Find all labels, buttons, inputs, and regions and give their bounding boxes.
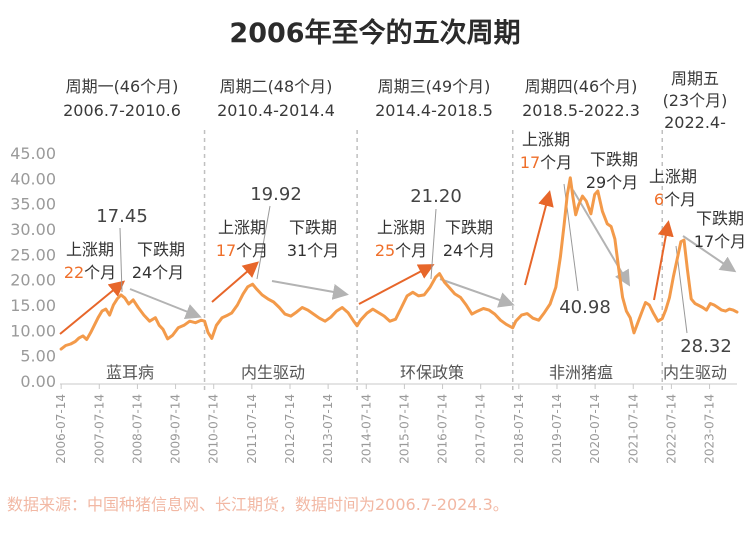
x-tick-label: 2020-07-14 <box>588 394 602 464</box>
cycle5-down-arrow <box>682 235 737 273</box>
cycle2-up-duration: 17个月 <box>216 241 268 260</box>
cycle4-up-label: 上涨期 <box>522 130 570 149</box>
x-tick-label: 2018-07-14 <box>512 394 526 464</box>
cycle4-down-label: 下跌期 <box>590 150 638 169</box>
cycle1-driver: 蓝耳病 <box>106 363 154 382</box>
chart-title: 2006年至今的五次周期 <box>229 17 520 49</box>
cycle1-down-arrow <box>129 288 202 320</box>
y-tick-label: 30.00 <box>10 220 56 239</box>
x-tick-label: 2021-07-14 <box>626 394 640 464</box>
cycle1-peak-label: 17.45 <box>96 206 148 227</box>
x-tick-label: 2006-07-14 <box>54 394 68 464</box>
cycle1-header: 周期一(46个月) <box>66 77 179 96</box>
cycle5-up-label: 上涨期 <box>649 167 697 186</box>
cycle2-driver: 内生驱动 <box>241 363 305 382</box>
cycle3-up-arrow <box>358 264 435 305</box>
cycle1-down-label: 下跌期 <box>137 240 185 259</box>
y-tick-label: 15.00 <box>10 296 56 315</box>
cycle2-up-label: 上涨期 <box>218 218 266 237</box>
cycle2-down-duration: 31个月 <box>287 241 339 260</box>
cycle2-down-arrow <box>271 280 349 300</box>
cycle1-peak-leader <box>119 227 123 293</box>
y-tick-label: 45.00 <box>10 144 56 163</box>
cycle4-driver: 非洲猪瘟 <box>549 363 613 382</box>
x-tick-label: 2012-07-14 <box>283 394 297 464</box>
x-tick-label: 2010-07-14 <box>207 394 221 464</box>
y-tick-label: 20.00 <box>10 271 56 290</box>
x-tick-label: 2019-07-14 <box>550 394 564 464</box>
price-series-line <box>59 176 739 351</box>
cycle2-peak-leader <box>256 205 271 280</box>
y-tick-label: 0.00 <box>20 372 56 391</box>
cycle5-months: (23个月) <box>663 91 728 110</box>
y-tick-label: 10.00 <box>10 321 56 340</box>
cycle5-down-label: 下跌期 <box>696 209 744 228</box>
cycle4-up-arrow <box>524 190 554 286</box>
x-axis: 2006-07-14 2007-07-14 2008-07-14 2009-07-14… <box>54 383 737 464</box>
cycle2-range: 2010.4-2014.4 <box>217 101 335 120</box>
cycle5-up-duration: 6个月 <box>654 190 696 209</box>
cycle5-range: 2022.4- <box>664 113 726 132</box>
cycle1-down-duration: 24个月 <box>132 263 184 282</box>
cycle4-down-duration: 29个月 <box>586 173 638 192</box>
cycle5-up-arrow <box>653 220 674 301</box>
cycle1-range: 2006.7-2010.6 <box>63 101 181 120</box>
cycle3-down-duration: 24个月 <box>443 241 495 260</box>
cycle2-peak-label: 19.92 <box>250 184 302 205</box>
x-tick-label: 2023-07-14 <box>703 394 717 464</box>
cycle3-driver: 环保政策 <box>400 363 464 382</box>
cycle3-peak-leader <box>430 208 437 280</box>
cycle-dividers <box>203 130 663 392</box>
cycle2-down-label: 下跌期 <box>289 218 337 237</box>
x-tick-label: 2014-07-14 <box>359 394 373 464</box>
cycle1-up-duration: 22个月 <box>64 263 116 282</box>
cycle4-peak-label: 40.98 <box>559 297 611 318</box>
cycle3-up-duration: 25个月 <box>375 241 427 260</box>
x-tick-label: 2022-07-14 <box>664 394 678 464</box>
cycle2-header: 周期二(48个月) <box>220 77 333 96</box>
y-tick-label: 25.00 <box>10 245 56 264</box>
x-tick-label: 2011-07-14 <box>245 394 259 464</box>
cycle4-up-duration: 17个月 <box>520 153 572 172</box>
cycle5-header: 周期五 <box>671 69 719 88</box>
y-axis: 0.00 5.00 10.00 15.00 20.00 25.00 30.00 35.00 40… <box>10 144 56 391</box>
cycle2-up-arrow <box>211 261 260 303</box>
cycle5-peak-label: 28.32 <box>680 336 732 357</box>
x-tick-label: 2008-07-14 <box>130 394 144 464</box>
x-tick-label: 2015-07-14 <box>397 394 411 464</box>
x-tick-label: 2013-07-14 <box>321 394 335 464</box>
cycle4-range: 2018.5-2022.3 <box>522 101 640 120</box>
cycle3-peak-label: 21.20 <box>410 186 462 207</box>
cycle1-up-label: 上涨期 <box>66 240 114 259</box>
cycle5-driver: 内生驱动 <box>663 363 727 382</box>
x-tick-label: 2016-07-14 <box>436 394 450 464</box>
cycle5-down-duration: 17个月 <box>694 232 746 251</box>
cycle3-range: 2014.4-2018.5 <box>375 101 493 120</box>
cycle3-down-arrow <box>439 278 515 308</box>
cycle3-header: 周期三(49个月) <box>378 77 491 96</box>
cycle3-up-label: 上涨期 <box>377 218 425 237</box>
y-tick-label: 5.00 <box>20 347 56 366</box>
cycle3-down-label: 下跌期 <box>445 218 493 237</box>
cycle4-header: 周期四(46个月) <box>525 77 638 96</box>
x-tick-label: 2017-07-14 <box>474 394 488 464</box>
y-tick-label: 35.00 <box>10 195 56 214</box>
data-source-note: 数据来源：中国种猪信息网、长江期货，数据时间为2006.7-2024.3。 <box>7 495 509 514</box>
cycle1-up-arrow <box>59 280 126 335</box>
y-tick-label: 40.00 <box>10 169 56 188</box>
x-tick-label: 2009-07-14 <box>169 394 183 464</box>
x-tick-label: 2007-07-14 <box>92 394 106 464</box>
